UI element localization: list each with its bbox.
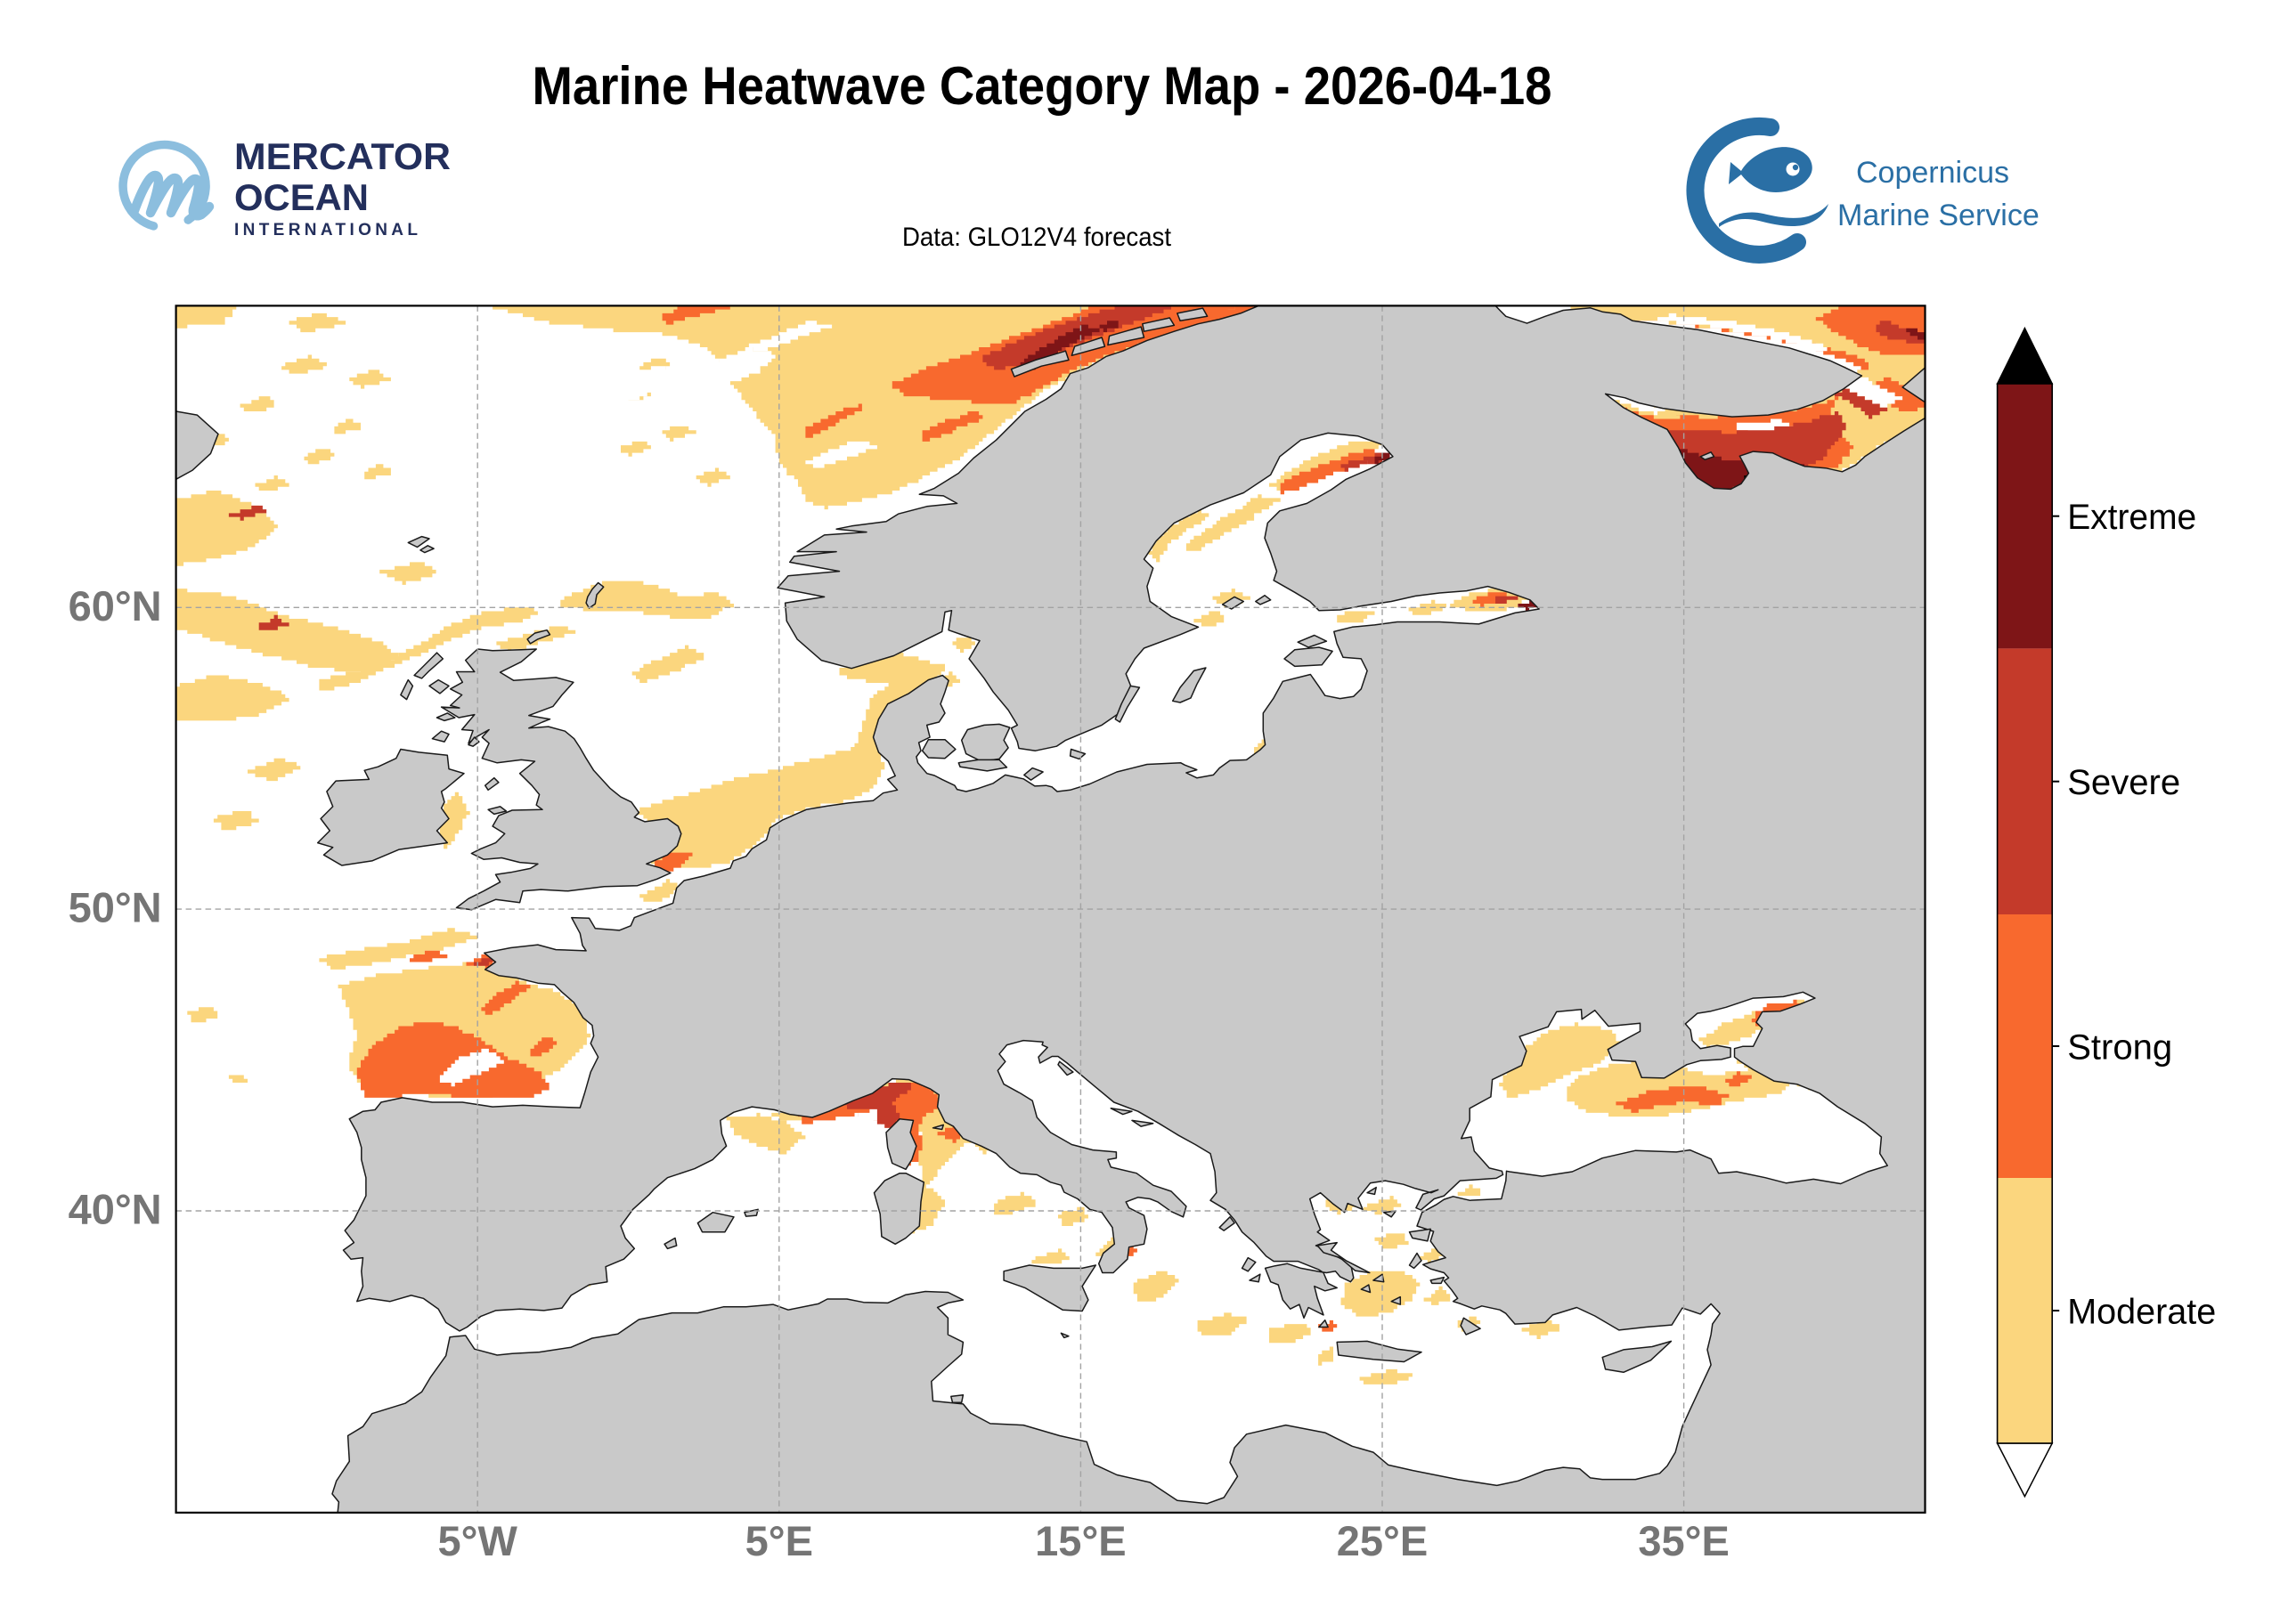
svg-text:Strong: Strong <box>2067 1028 2172 1068</box>
svg-text:50°N: 50°N <box>69 884 162 931</box>
svg-text:Marine Service: Marine Service <box>1837 199 2040 232</box>
svg-text:5°W: 5°W <box>438 1517 518 1564</box>
svg-text:35°E: 35°E <box>1638 1517 1729 1564</box>
svg-text:Copernicus: Copernicus <box>1856 156 2009 190</box>
svg-text:MERCATOR: MERCATOR <box>234 135 451 177</box>
svg-text:40°N: 40°N <box>69 1186 162 1233</box>
svg-text:Extreme: Extreme <box>2067 498 2196 537</box>
svg-text:INTERNATIONAL: INTERNATIONAL <box>234 221 418 240</box>
svg-text:Severe: Severe <box>2067 763 2180 802</box>
svg-text:15°E: 15°E <box>1035 1517 1126 1564</box>
svg-text:OCEAN: OCEAN <box>234 176 369 218</box>
svg-text:60°N: 60°N <box>69 582 162 629</box>
svg-text:25°E: 25°E <box>1337 1517 1428 1564</box>
svg-text:Data: GLO12V4 forecast: Data: GLO12V4 forecast <box>902 223 1172 252</box>
svg-text:Moderate: Moderate <box>2067 1293 2216 1332</box>
svg-text:5°E: 5°E <box>745 1517 813 1564</box>
svg-text:Marine Heatwave Category Map -: Marine Heatwave Category Map - 2026-04-1… <box>533 56 1552 116</box>
